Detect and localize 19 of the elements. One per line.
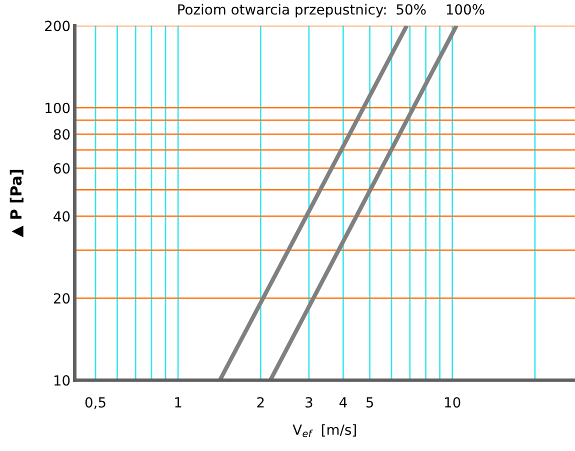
legend-title: Poziom otwarcia przepustnicy: <box>178 4 386 18</box>
x-tick-label: 0,5 <box>85 397 106 410</box>
x-tick-label: 1 <box>175 397 182 408</box>
y-axis-title: ▲ P [Pa] <box>10 170 24 238</box>
x-tick-label: 5 <box>366 397 373 408</box>
series-label: 50% <box>396 4 426 15</box>
y-tick-label: 200 <box>45 20 70 32</box>
y-tick-label: 100 <box>46 102 70 114</box>
y-tick-label: 60 <box>54 163 70 174</box>
x-tick-label: 10 <box>445 397 460 408</box>
x-tick-label: 3 <box>306 397 312 408</box>
y-tick-label: 10 <box>54 375 70 386</box>
y-tick-label: 80 <box>54 129 70 140</box>
x-axis-title: V$_{ef}$ [m/s] <box>292 424 356 438</box>
x-tick-label: 2 <box>257 397 264 408</box>
y-tick-label: 40 <box>54 211 70 222</box>
series-label: 100% <box>446 4 484 15</box>
y-tick-label: 20 <box>54 293 70 304</box>
x-tick-label: 4 <box>339 397 347 408</box>
